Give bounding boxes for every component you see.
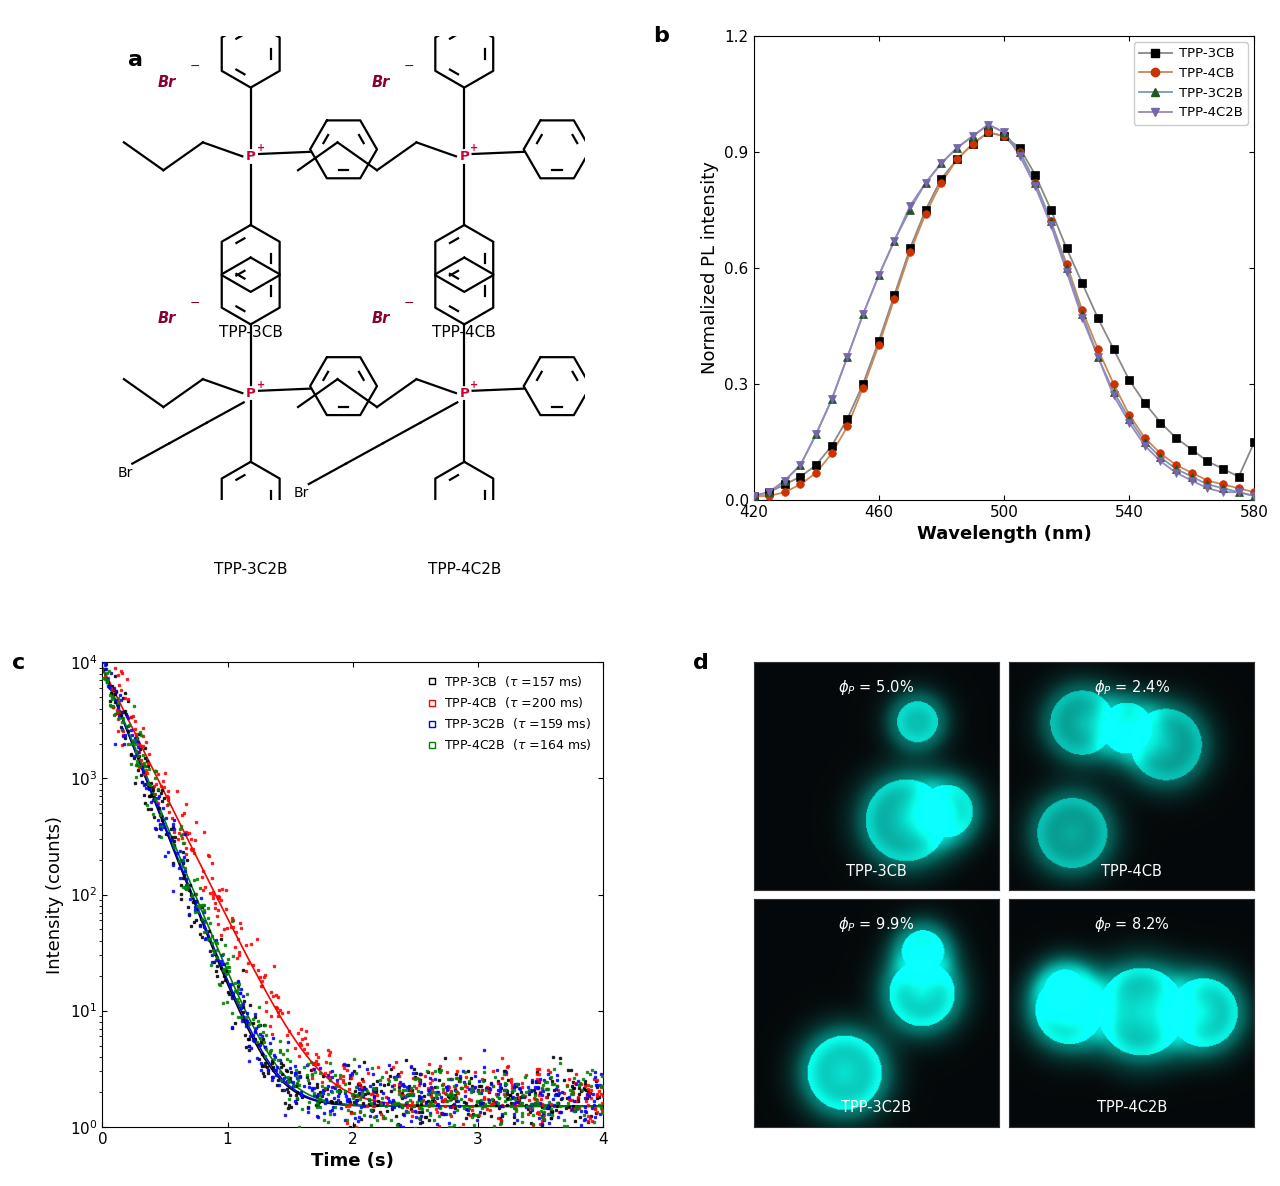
Text: Br: Br bbox=[371, 311, 390, 326]
X-axis label: Time (s): Time (s) bbox=[311, 1152, 394, 1171]
Text: $\phi_P$ = 8.2%: $\phi_P$ = 8.2% bbox=[1094, 916, 1170, 935]
Text: TPP-4CB: TPP-4CB bbox=[1101, 863, 1162, 879]
Text: Br: Br bbox=[371, 75, 390, 89]
Text: c: c bbox=[13, 653, 26, 674]
Text: P: P bbox=[246, 149, 256, 162]
Text: P: P bbox=[460, 149, 470, 162]
Legend: TPP-3CB, TPP-4CB, TPP-3C2B, TPP-4C2B: TPP-3CB, TPP-4CB, TPP-3C2B, TPP-4C2B bbox=[1134, 43, 1248, 125]
Text: $\phi_P$ = 5.0%: $\phi_P$ = 5.0% bbox=[838, 678, 914, 697]
Text: +: + bbox=[257, 144, 265, 153]
Text: TPP-3CB: TPP-3CB bbox=[846, 863, 906, 879]
Text: $\phi_P$ = 9.9%: $\phi_P$ = 9.9% bbox=[838, 916, 914, 935]
Text: TPP-4CB: TPP-4CB bbox=[433, 325, 497, 340]
Text: $-$: $-$ bbox=[403, 59, 415, 72]
Text: d: d bbox=[694, 653, 709, 674]
Text: $\phi_P$ = 2.4%: $\phi_P$ = 2.4% bbox=[1093, 678, 1170, 697]
Text: +: + bbox=[471, 380, 479, 390]
Text: b: b bbox=[653, 26, 669, 46]
X-axis label: Wavelength (nm): Wavelength (nm) bbox=[916, 525, 1092, 543]
Text: TPP-3C2B: TPP-3C2B bbox=[841, 1101, 911, 1115]
Text: TPP-4C2B: TPP-4C2B bbox=[428, 562, 500, 578]
Text: TPP-3C2B: TPP-3C2B bbox=[214, 562, 288, 578]
Text: $-$: $-$ bbox=[189, 59, 201, 72]
Text: Br: Br bbox=[294, 486, 310, 500]
Text: Br: Br bbox=[157, 311, 177, 326]
Legend: TPP-3CB  ($\tau$ =157 ms), TPP-4CB  ($\tau$ =200 ms), TPP-3C2B  ($\tau$ =159 ms): TPP-3CB ($\tau$ =157 ms), TPP-4CB ($\tau… bbox=[421, 669, 596, 758]
Text: +: + bbox=[471, 144, 479, 153]
Text: $-$: $-$ bbox=[403, 296, 415, 310]
Text: P: P bbox=[460, 387, 470, 400]
Text: +: + bbox=[257, 380, 265, 390]
Y-axis label: Normalized PL intensity: Normalized PL intensity bbox=[701, 161, 719, 374]
Text: P: P bbox=[246, 387, 256, 400]
Y-axis label: Intensity (counts): Intensity (counts) bbox=[46, 816, 64, 974]
Text: Br: Br bbox=[157, 75, 177, 89]
Text: a: a bbox=[128, 50, 142, 70]
Text: $-$: $-$ bbox=[189, 296, 201, 310]
Text: TPP-4C2B: TPP-4C2B bbox=[1097, 1101, 1167, 1115]
Text: Br: Br bbox=[118, 466, 133, 480]
Text: TPP-3CB: TPP-3CB bbox=[219, 325, 283, 340]
